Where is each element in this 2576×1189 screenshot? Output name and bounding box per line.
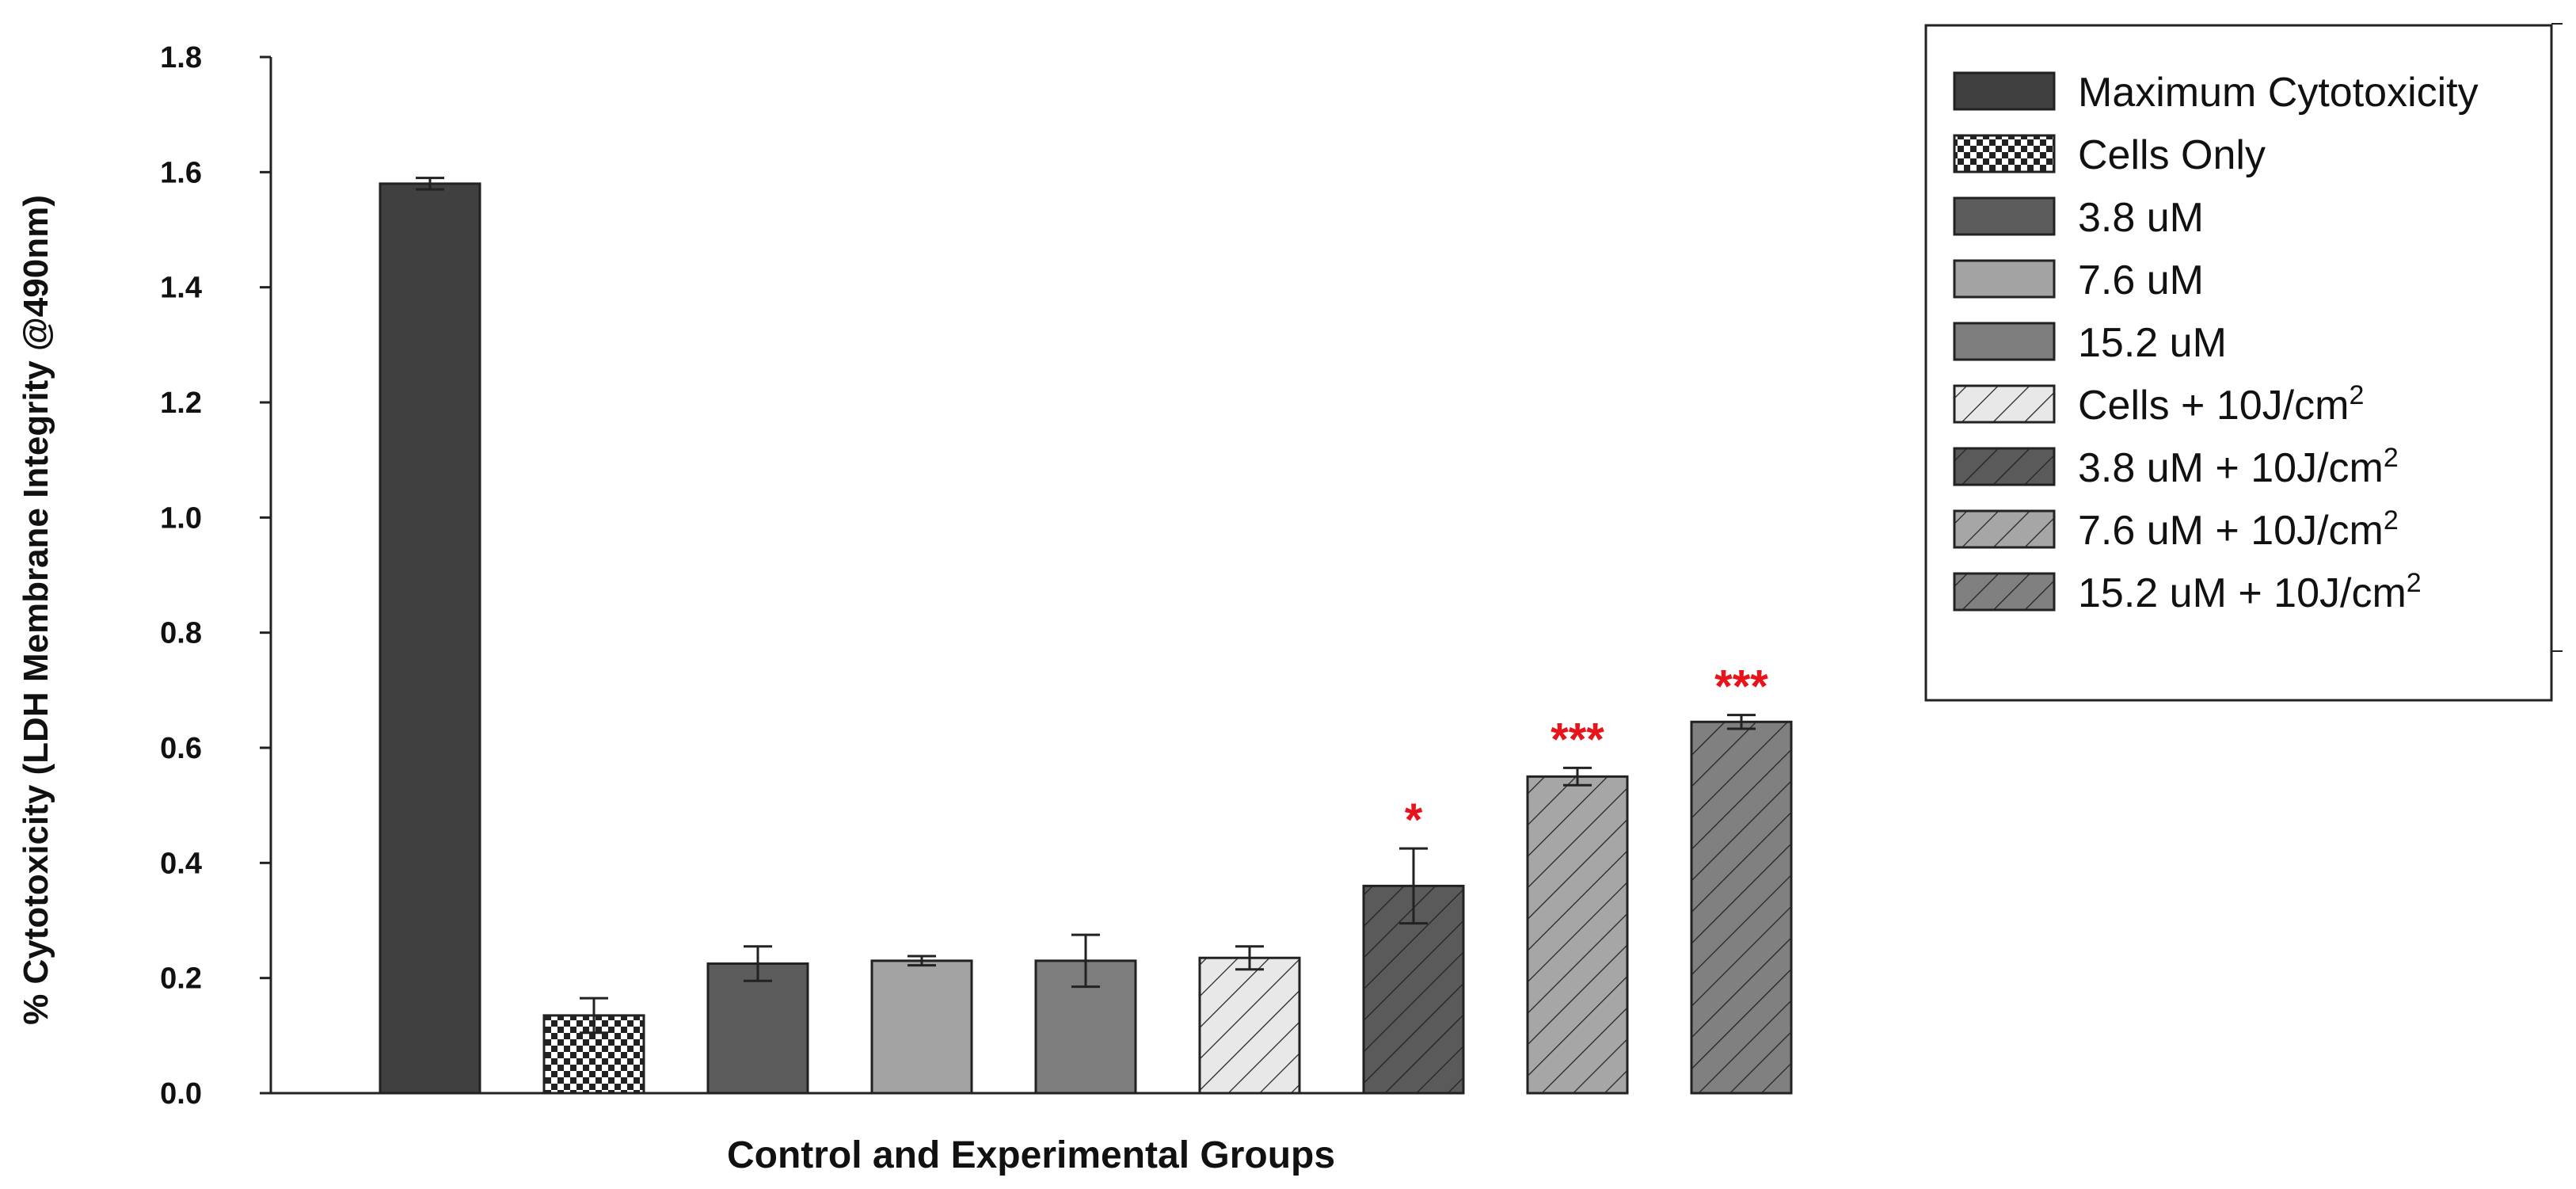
legend-swatch: [1953, 509, 2056, 549]
bars: [379, 182, 1793, 1095]
legend-entry: 15.2 uM: [1953, 320, 2227, 366]
legend-swatch: [1953, 134, 2056, 173]
legend-entry: Cells + 10J/cm2: [1953, 380, 2364, 429]
legend-label: 15.2 uM + 10J/cm2: [2078, 568, 2422, 616]
legend-swatch: [1953, 384, 2056, 424]
legend-entry: Cells Only: [1953, 132, 2266, 178]
legend-label: 7.6 uM: [2078, 257, 2204, 303]
legend-label: Cells Only: [2078, 132, 2266, 178]
error-bar: [1563, 766, 1592, 787]
legend-label: 15.2 uM: [2078, 320, 2227, 366]
legend-swatch: [1953, 259, 2056, 299]
bar: [1198, 956, 1301, 1095]
legend-entry: 3.8 uM + 10J/cm2: [1953, 443, 2399, 491]
legend-entry: Maximum Cytotoxicity: [1953, 70, 2479, 116]
legend-entry: 15.2 uM + 10J/cm2: [1953, 568, 2422, 616]
error-bar: [1727, 714, 1756, 730]
y-tick-label: 1.0: [160, 501, 202, 535]
legend-swatch: [1953, 322, 2056, 361]
legend-entry: 7.6 uM + 10J/cm2: [1953, 505, 2399, 554]
legend-swatch: [1953, 196, 2056, 236]
bar: [1526, 775, 1629, 1095]
legend-label: 7.6 uM + 10J/cm2: [2078, 505, 2399, 554]
legend-label: Maximum Cytotoxicity: [2078, 70, 2479, 116]
y-tick-label: 0.2: [160, 962, 202, 996]
legend-label: 3.8 uM: [2078, 195, 2204, 241]
error-bar: [907, 955, 936, 967]
legend-swatch: [1953, 71, 2056, 111]
y-tick-label: 0.6: [160, 732, 202, 765]
y-tick-label: 0.0: [160, 1077, 202, 1111]
error-bar: [1071, 933, 1100, 989]
y-tick-label: 0.4: [160, 847, 202, 880]
bar: [870, 959, 973, 1095]
y-tick-label: 1.4: [160, 272, 202, 305]
y-tick-label: 1.6: [160, 156, 202, 189]
y-tick-label: 0.8: [160, 617, 202, 650]
legend-swatch: [1953, 447, 2056, 486]
error-bar: [416, 177, 444, 191]
error-bar: [580, 997, 608, 1035]
bar: [379, 182, 481, 1095]
error-bar: [1235, 945, 1264, 971]
legend-entry: 3.8 uM: [1953, 195, 2204, 241]
legend-label: 3.8 uM + 10J/cm2: [2078, 443, 2399, 491]
significance-marker: ***: [1714, 661, 1768, 713]
significance-markers: *******: [1405, 661, 1769, 847]
legend-entry: 7.6 uM: [1953, 257, 2204, 303]
x-axis-title: Control and Experimental Groups: [727, 1134, 1335, 1176]
significance-marker: *: [1405, 795, 1423, 846]
legend: Maximum Cytotoxicity Cells Only 3.8 uM 7.6 …: [1924, 23, 2563, 702]
bar: [706, 962, 809, 1095]
y-axis-title: % Cytotoxicity (LDH Membrane Integrity @…: [17, 195, 55, 1025]
error-bar: [1399, 847, 1428, 925]
legend-items: Maximum Cytotoxicity Cells Only 3.8 uM 7.6 …: [1953, 70, 2479, 616]
y-tick-label: 1.8: [160, 41, 202, 74]
legend-label: Cells + 10J/cm2: [2078, 380, 2364, 429]
y-ticks: 0.0 0.2 0.4 0.6 0.8 1.0 1.2 1.4 1.6 1.8: [160, 41, 271, 1111]
y-tick-label: 1.2: [160, 387, 202, 420]
error-bar: [744, 945, 772, 982]
significance-marker: ***: [1551, 714, 1604, 765]
bar: [1690, 720, 1793, 1095]
legend-swatch: [1953, 572, 2056, 612]
plot-area: 0.00.20.40.60.81.01.21.41.61.8 *******: [160, 41, 1793, 1111]
error-bars: [416, 177, 1756, 1035]
